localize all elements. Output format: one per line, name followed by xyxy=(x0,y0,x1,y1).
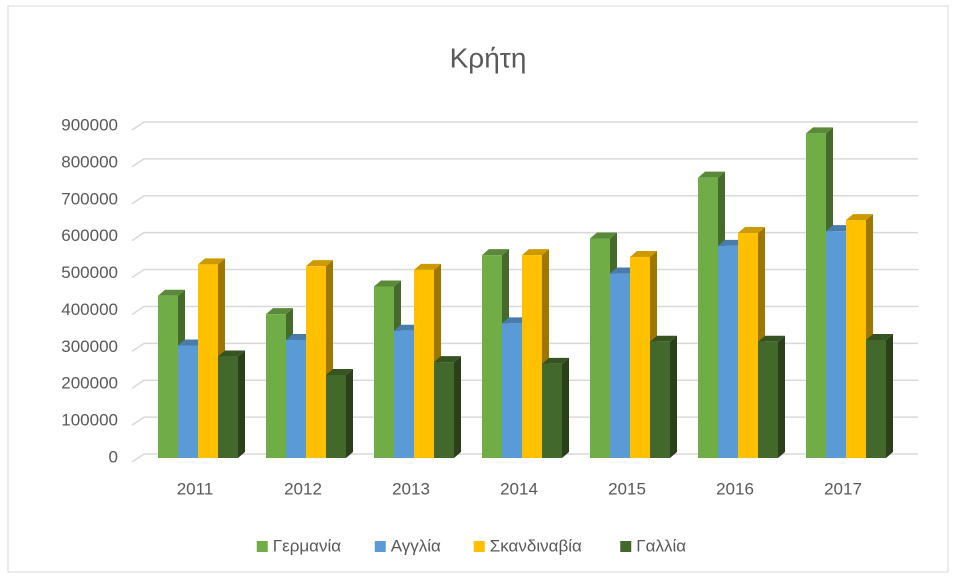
bar-face xyxy=(650,341,670,458)
bar-face xyxy=(542,357,569,364)
bar-face xyxy=(738,226,765,233)
x-tick-label: 2017 xyxy=(824,479,862,498)
bar-face xyxy=(306,260,333,267)
bar-face xyxy=(482,255,502,458)
y-tick-label: 400000 xyxy=(61,300,118,319)
chart-title: Κρήτη xyxy=(450,42,527,73)
bar xyxy=(866,333,893,458)
bar xyxy=(542,357,569,458)
bar-face xyxy=(266,314,286,458)
legend-label: Σκανδιναβία xyxy=(490,536,582,555)
bar-face xyxy=(374,280,401,287)
y-tick-label: 200000 xyxy=(61,374,118,393)
bar-face xyxy=(698,171,725,178)
bar-face xyxy=(630,256,650,458)
bar-face xyxy=(306,266,326,458)
bar xyxy=(218,350,245,458)
bar-face xyxy=(266,308,293,315)
bar-face xyxy=(698,177,718,458)
x-tick-label: 2016 xyxy=(716,479,754,498)
bar-face xyxy=(542,363,562,458)
bar-face xyxy=(718,245,738,458)
legend-swatch xyxy=(620,541,632,552)
bar-face xyxy=(758,341,778,458)
legend-label: Γερμανία xyxy=(273,536,342,555)
chart-border xyxy=(7,5,949,573)
legend-label: Αγγλία xyxy=(391,536,441,555)
bar-face xyxy=(158,289,185,296)
legend-swatch xyxy=(473,541,485,552)
legend-swatch xyxy=(256,541,268,552)
bar-face xyxy=(454,356,461,458)
bar-face xyxy=(758,335,785,342)
bar-face xyxy=(286,339,306,458)
bar-face xyxy=(522,255,542,458)
bar-face xyxy=(434,362,454,458)
x-tick-label: 2011 xyxy=(177,479,214,498)
grid-line xyxy=(131,158,918,168)
bar-face xyxy=(650,335,677,342)
bar-face xyxy=(218,356,238,458)
bar-face xyxy=(590,238,610,458)
y-tick-label: 300000 xyxy=(61,337,118,356)
grid-line xyxy=(131,121,918,131)
bar-face xyxy=(778,335,785,458)
bar-face xyxy=(826,231,846,458)
bar-face xyxy=(414,263,441,270)
bar-face xyxy=(238,350,245,458)
bar-face xyxy=(738,232,758,458)
grid-line xyxy=(131,305,918,316)
bar-face xyxy=(562,357,569,458)
bar-face xyxy=(502,323,522,458)
bar-face xyxy=(522,249,549,256)
bar-face xyxy=(218,350,245,357)
bar-face xyxy=(374,286,394,458)
bar-face xyxy=(670,335,677,458)
bar xyxy=(650,335,677,458)
bar xyxy=(326,369,353,458)
grid-line xyxy=(131,231,918,242)
bar-face xyxy=(178,345,198,458)
y-tick-label: 800000 xyxy=(61,152,118,171)
bar-face xyxy=(434,356,461,363)
x-tick-label: 2013 xyxy=(392,479,430,498)
bar-face xyxy=(610,273,630,458)
bar-face xyxy=(590,232,617,239)
bar-face xyxy=(630,250,657,257)
legend-swatch xyxy=(374,541,386,552)
x-tick-label: 2012 xyxy=(284,479,322,498)
x-tick-label: 2014 xyxy=(500,479,538,498)
bar-face xyxy=(886,333,893,458)
bar xyxy=(758,335,785,458)
y-tick-label: 0 xyxy=(109,447,118,466)
grid-line xyxy=(131,268,918,279)
bar-face xyxy=(866,333,893,340)
bar-face xyxy=(414,269,434,458)
y-tick-label: 900000 xyxy=(61,115,118,134)
bar-face xyxy=(346,369,353,458)
legend-label: Γαλλία xyxy=(636,536,686,555)
bar-face xyxy=(482,249,509,256)
bar xyxy=(522,249,549,458)
y-tick-label: 500000 xyxy=(61,263,118,282)
bar-face xyxy=(198,258,225,265)
bar-face xyxy=(326,375,346,458)
y-tick-label: 600000 xyxy=(61,226,118,245)
bar xyxy=(434,356,461,458)
bar-face xyxy=(198,264,218,458)
y-tick-label: 700000 xyxy=(61,189,118,208)
bar-face xyxy=(326,369,353,375)
bar-face xyxy=(394,330,414,458)
bar-face xyxy=(806,127,833,134)
y-tick-label: 100000 xyxy=(61,411,118,430)
bar-face xyxy=(846,220,866,458)
grid-line xyxy=(131,195,918,205)
bar-face xyxy=(806,133,826,458)
x-tick-label: 2015 xyxy=(608,479,646,498)
bar-face xyxy=(866,339,886,458)
bar-face xyxy=(846,214,873,221)
bar-face xyxy=(158,295,178,458)
